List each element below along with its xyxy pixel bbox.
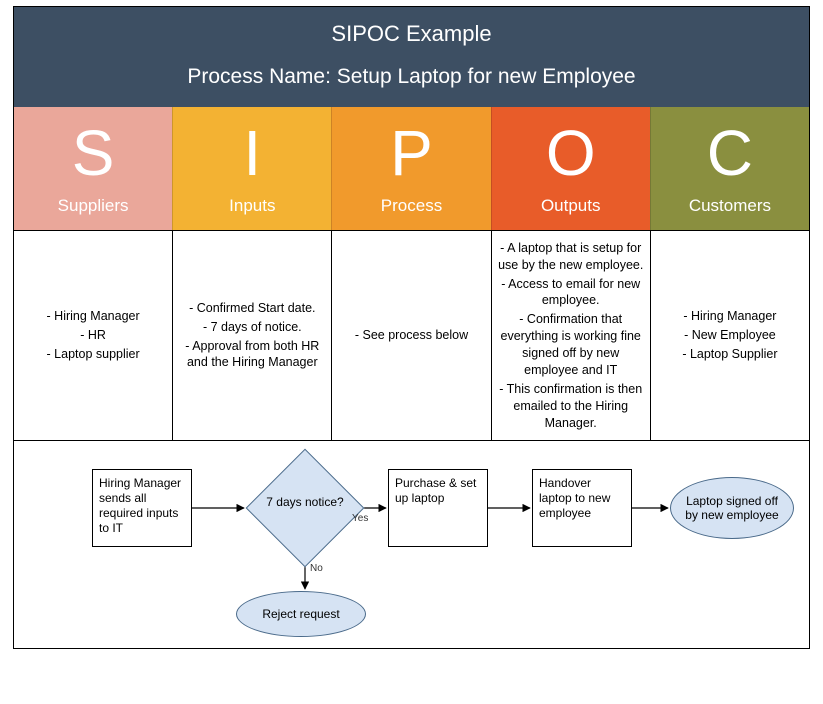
col-body-customers: - Hiring Manager - New Employee - Laptop S… [650,230,809,441]
col-letter: C [655,115,805,192]
flow-node-inputs-to-it: Hiring Manager sends all required inputs… [92,469,192,547]
col-body-outputs: - A laptop that is setup for use by the … [491,230,650,441]
flow-decision-label: 7 days notice? [255,495,355,509]
col-body-item: - 7 days of notice. [203,319,302,336]
col-letter: S [18,115,168,192]
flow-node-label: Hiring Manager sends all required inputs… [99,476,185,536]
col-head-process: P Process [331,107,490,230]
sipoc-body-row: - Hiring Manager - HR - Laptop supplier - … [14,230,809,441]
col-label: Outputs [496,196,646,216]
col-label: Process [336,196,486,216]
col-body-item: - A laptop that is setup for use by the … [498,240,644,274]
col-body-item: - See process below [355,327,468,344]
flow-node-purchase-setup: Purchase & set up laptop [388,469,488,547]
flow-terminator-signed-off: Laptop signed off by new employee [670,477,794,539]
flow-node-label: Reject request [262,607,339,621]
col-body-inputs: - Confirmed Start date. - 7 days of notic… [172,230,331,441]
col-letter: P [336,115,486,192]
col-body-item: - Access to email for new employee. [498,276,644,310]
col-head-outputs: O Outputs [491,107,650,230]
flow-node-handover: Handover laptop to new employee [532,469,632,547]
flow-node-label: Handover laptop to new employee [539,476,625,521]
col-label: Suppliers [18,196,168,216]
sipoc-title: SIPOC Example [24,21,799,47]
edge-label-yes: Yes [352,513,368,524]
col-body-item: - HR [80,327,106,344]
sipoc-frame: SIPOC Example Process Name: Setup Laptop… [13,6,810,649]
col-body-item: - This confirmation is then emailed to t… [498,381,644,432]
col-body-item: - Hiring Manager [47,308,140,325]
col-body-item: - Hiring Manager [683,308,776,325]
col-label: Inputs [177,196,327,216]
col-letter: O [496,115,646,192]
sipoc-header: SIPOC Example Process Name: Setup Laptop… [14,7,809,107]
col-label: Customers [655,196,805,216]
col-head-suppliers: S Suppliers [14,107,172,230]
flow-node-label: Laptop signed off by new employee [679,494,785,523]
col-head-customers: C Customers [650,107,809,230]
edge-label-no: No [310,563,323,574]
col-body-item: - Approval from both HR and the Hiring M… [179,338,325,372]
col-letter: I [177,115,327,192]
col-body-process: - See process below [331,230,490,441]
col-body-item: - Confirmed Start date. [189,300,315,317]
col-body-item: - Laptop supplier [47,346,140,363]
col-body-item: - New Employee [684,327,776,344]
col-body-item: - Laptop Supplier [682,346,777,363]
flow-node-label: Purchase & set up laptop [395,476,481,506]
sipoc-column-headers: S Suppliers I Inputs P Process O Outputs… [14,107,809,230]
col-head-inputs: I Inputs [172,107,331,230]
sipoc-process-name: Process Name: Setup Laptop for new Emplo… [24,65,799,89]
flowchart-section: Hiring Manager sends all required inputs… [14,440,809,648]
col-body-item: - Confirmation that everything is workin… [498,311,644,379]
col-body-suppliers: - Hiring Manager - HR - Laptop supplier [14,230,172,441]
